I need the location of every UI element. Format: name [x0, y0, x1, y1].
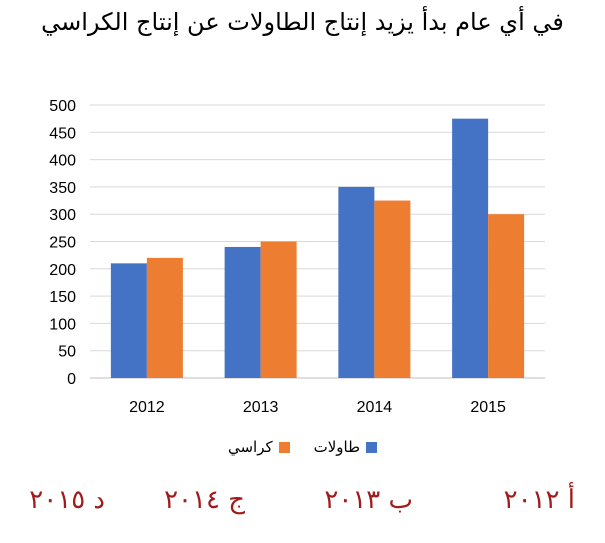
legend-item-tables: طاولات — [313, 438, 378, 456]
option-b[interactable]: ب ٢٠١٣ — [324, 485, 413, 515]
y-tick-label: 0 — [67, 371, 76, 388]
y-tick-label: 450 — [49, 125, 76, 142]
x-tick-label: 2014 — [357, 399, 393, 416]
bar-chart: 0 50 100 150 200 250 300 350 400 450 500 2012 2013 20… — [49, 98, 545, 416]
bar-tables — [338, 186, 375, 378]
y-tick-label: 300 — [49, 207, 76, 224]
y-tick-label: 350 — [49, 180, 76, 197]
option-d[interactable]: د ٢٠١٥ — [29, 485, 105, 515]
legend-label-tables: طاولات — [313, 438, 361, 456]
answer-options: أ ٢٠١٢ ب ٢٠١٣ ج ٢٠١٤ د ٢٠١٥ — [0, 485, 605, 525]
x-tick-label: 2013 — [243, 399, 279, 416]
chart-legend: طاولات كراسي — [0, 438, 605, 456]
bar-tables — [452, 118, 489, 379]
legend-label-chairs: كراسي — [227, 438, 273, 456]
x-tick-label: 2012 — [129, 399, 165, 416]
y-tick-label: 250 — [49, 235, 76, 252]
bar-tables — [110, 263, 147, 378]
bar-chairs — [260, 241, 297, 378]
option-c[interactable]: ج ٢٠١٤ — [164, 485, 245, 515]
y-tick-label: 200 — [49, 262, 76, 279]
x-tick-label: 2015 — [470, 399, 506, 416]
legend-swatch-tables — [366, 441, 378, 453]
legend-item-chairs: كراسي — [228, 438, 290, 456]
option-a[interactable]: أ ٢٠١٢ — [503, 485, 575, 515]
y-tick-label: 50 — [58, 344, 76, 361]
y-tick-label: 100 — [49, 316, 76, 333]
chart-title: في أي عام بدأ يزيد إنتاج الطاولات عن إنت… — [41, 8, 564, 36]
bar-tables — [224, 246, 261, 378]
y-tick-label: 400 — [49, 153, 76, 170]
bar-chairs — [488, 214, 525, 378]
y-tick-label: 500 — [49, 98, 76, 115]
legend-swatch-chairs — [278, 441, 290, 453]
bar-chairs — [374, 200, 411, 378]
y-tick-label: 150 — [49, 289, 76, 306]
bar-chairs — [146, 257, 183, 378]
